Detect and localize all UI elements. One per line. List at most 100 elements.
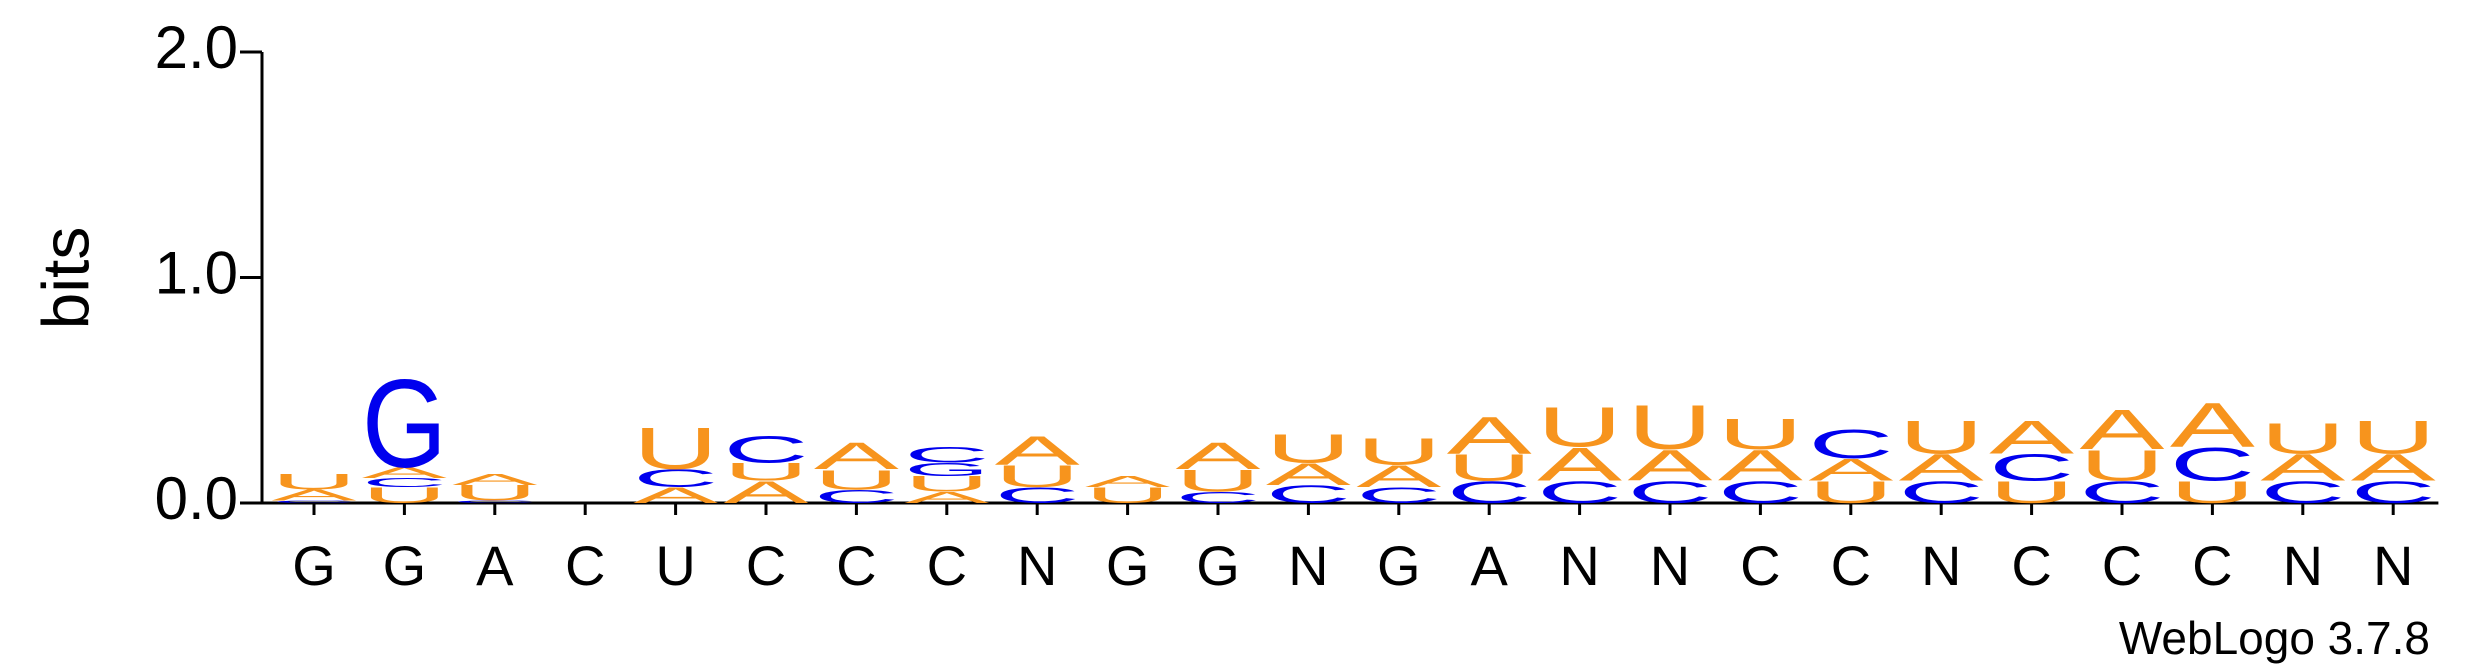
logo-letter: A	[904, 489, 989, 507]
logo-letter: U	[1808, 475, 1893, 510]
logo-letter: U	[1085, 483, 1170, 508]
x-tick-label: N	[1288, 534, 1328, 597]
logo-letter: A	[1989, 411, 2074, 464]
x-tick-label: G	[1196, 534, 1240, 597]
logo-letter: A	[1899, 447, 1985, 489]
logo-letter: C	[362, 476, 447, 490]
logo-letter: U	[995, 459, 1080, 494]
logo-letter: C	[1628, 475, 1713, 510]
logo-letter: U	[1176, 463, 1261, 498]
logo-letter: U	[2260, 414, 2345, 463]
logo-letter: A	[2170, 390, 2256, 461]
x-tick-label: N	[1650, 534, 1690, 597]
x-tick-label: C	[565, 534, 605, 597]
x-tick-label: G	[292, 534, 336, 597]
y-tick-label: 0.0	[155, 465, 238, 532]
x-tick-label: N	[2283, 534, 2323, 597]
logo-letter: U	[2080, 441, 2165, 490]
x-tick-label: G	[1106, 534, 1150, 597]
logo-letter: C	[452, 500, 537, 503]
y-tick-label: 1.0	[155, 239, 238, 306]
logo-letter: C	[272, 500, 357, 503]
x-tick-label: C	[836, 534, 876, 597]
logo-letter: C	[633, 465, 718, 493]
logo-letter: A	[814, 436, 900, 478]
logo-letter: A	[1718, 441, 1804, 490]
logo-letter: C	[1899, 475, 1984, 510]
logo-letter: U	[904, 472, 989, 497]
logo-letter: G	[904, 459, 989, 480]
logo-letter: U	[362, 483, 447, 508]
logo-letter: U	[272, 470, 357, 495]
logo-letter: A	[633, 483, 719, 508]
x-tick-label: A	[476, 534, 514, 597]
logo-letter: U	[1718, 410, 1803, 459]
logo-letter: U	[814, 464, 899, 496]
logo-letter: A	[2351, 447, 2437, 489]
logo-letter: A	[2260, 447, 2346, 489]
logo-letter: U	[633, 416, 718, 482]
logo-letter: A	[272, 487, 357, 505]
logo-letter: C	[1718, 475, 1803, 510]
logo-letter: C	[2351, 475, 2436, 510]
logo-letter: U	[1899, 411, 1984, 464]
x-tick-label: G	[1377, 534, 1421, 597]
logo-letter: U	[1356, 431, 1441, 473]
logo-letter: C	[1176, 489, 1261, 507]
logo-letter: A	[1537, 438, 1622, 491]
logo-letter: C	[995, 483, 1080, 508]
logo-letter: A	[995, 428, 1080, 473]
logo-letter: C	[814, 486, 899, 507]
x-tick-label: C	[927, 534, 967, 597]
x-tick-label: G	[383, 534, 427, 597]
y-axis-label: bits	[28, 227, 102, 330]
logo-letter: A	[1447, 405, 1533, 465]
logo-letter: C	[2170, 438, 2255, 491]
logo-letter: A	[362, 464, 447, 482]
x-tick-label: C	[2102, 534, 2142, 597]
logo-letter: C	[2260, 475, 2345, 510]
logo-letter: G	[362, 354, 447, 494]
logo-letter: A	[1356, 459, 1442, 494]
logo-letter: C	[1537, 475, 1622, 510]
logo-letter: U	[1537, 397, 1622, 460]
logo-letter: U	[724, 458, 809, 486]
credit: WebLogo 3.7.8	[2119, 612, 2430, 664]
x-tick-label: N	[1017, 534, 1057, 597]
logo-letter: A	[1266, 457, 1352, 492]
logo-letter: C	[1266, 481, 1351, 509]
logo-letter: C	[1356, 483, 1441, 508]
x-tick-label: N	[2373, 534, 2413, 597]
x-tick-label: C	[2192, 534, 2232, 597]
logo-letter: A	[1176, 436, 1262, 478]
x-tick-label: N	[1559, 534, 1599, 597]
logo-letter: A	[724, 475, 810, 510]
logo-letter: C	[2080, 475, 2165, 510]
x-tick-label: A	[1471, 534, 1509, 597]
logo-letter: A	[1085, 473, 1170, 491]
logo-letter: A	[1808, 452, 1894, 487]
logo-letter: C	[1808, 422, 1893, 467]
x-tick-label: C	[746, 534, 786, 597]
logo-letter: C	[1447, 475, 1532, 510]
logo-letter: A	[452, 471, 537, 489]
logo-letter: U	[1447, 447, 1532, 489]
logo-letter: A	[2080, 399, 2165, 462]
y-tick-label: 2.0	[155, 14, 238, 81]
x-tick-label: C	[1831, 534, 1871, 597]
logo-letter: U	[1266, 426, 1351, 471]
x-tick-label: N	[1921, 534, 1961, 597]
x-tick-label: C	[1740, 534, 1780, 597]
logo-letter: U	[452, 481, 537, 506]
logo-letter: C	[724, 429, 809, 471]
logo-letter: A	[1628, 441, 1714, 490]
logo-letter: U	[2170, 475, 2255, 510]
logo-letter: C	[1989, 447, 2074, 489]
x-tick-label: C	[2011, 534, 2051, 597]
x-tick-label: U	[655, 534, 695, 597]
logo-letter: U	[2351, 411, 2436, 464]
logo-letter: U	[1989, 475, 2074, 510]
logo-letter: U	[1628, 392, 1713, 463]
logo-letter: C	[904, 443, 989, 468]
